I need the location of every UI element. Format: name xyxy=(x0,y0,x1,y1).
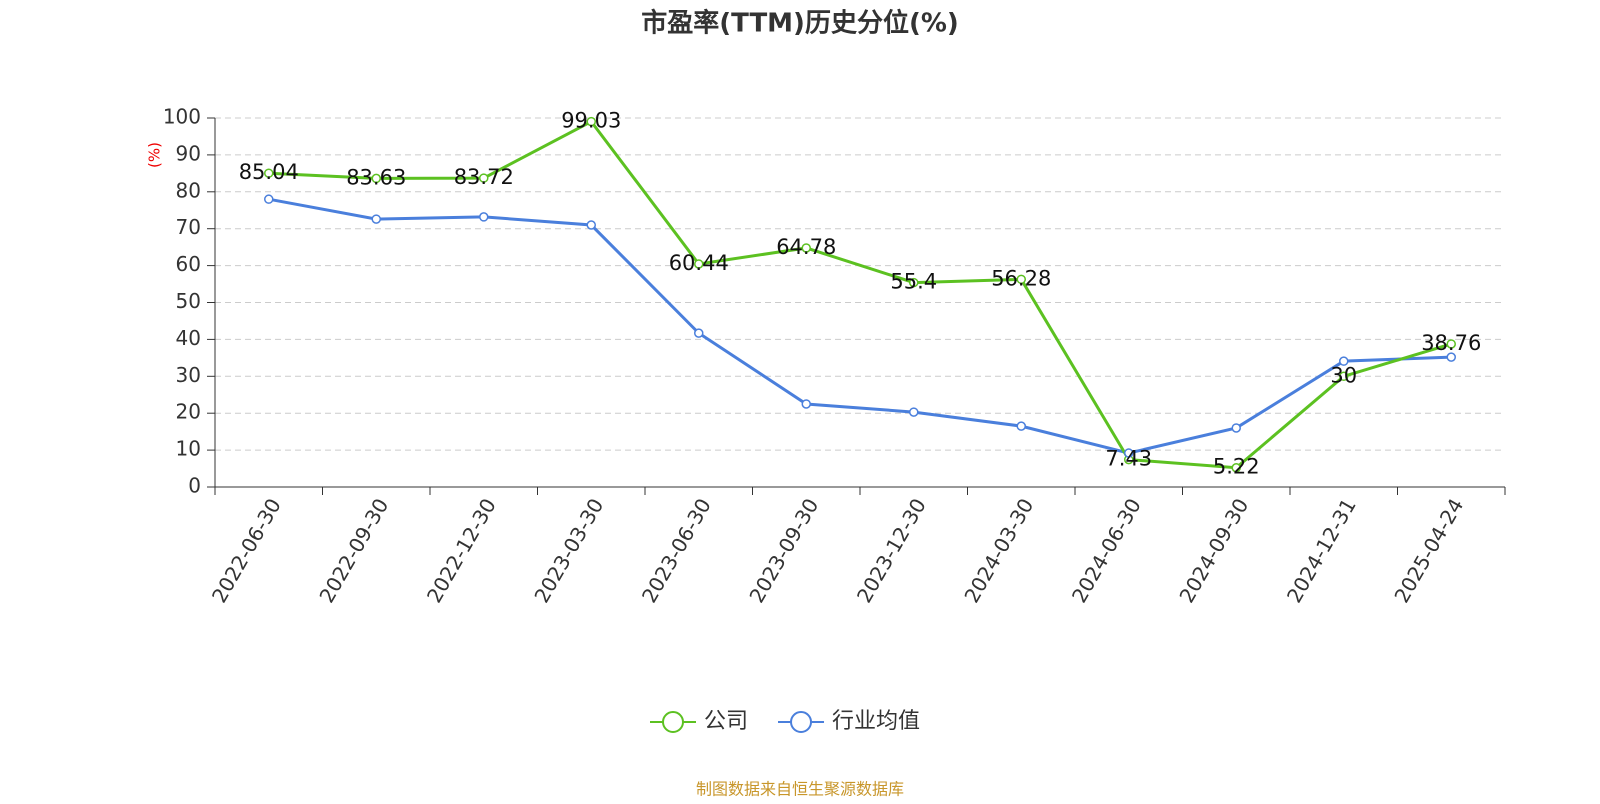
x-tick-label: 2024-06-30 xyxy=(1067,494,1146,607)
x-tick-label: 2023-09-30 xyxy=(744,494,823,607)
y-tick-label: 30 xyxy=(176,363,201,387)
data-label: 55.4 xyxy=(890,270,937,294)
y-tick-label: 20 xyxy=(176,400,201,424)
data-label: 60.44 xyxy=(669,251,729,275)
data-label: 64.78 xyxy=(776,235,836,259)
point xyxy=(371,173,381,184)
x-tick-label: 2025-04-24 xyxy=(1389,494,1468,607)
legend-label: 公司 xyxy=(704,709,748,734)
point xyxy=(264,194,274,204)
y-tick-label: 0 xyxy=(188,474,201,498)
legend-label: 行业均值 xyxy=(832,709,920,734)
x-tick-label: 2022-06-30 xyxy=(207,494,286,607)
point xyxy=(1016,421,1026,431)
point xyxy=(479,212,489,222)
point xyxy=(801,243,811,253)
series-line xyxy=(268,197,1452,455)
series-line xyxy=(268,119,1452,470)
x-tick-label: 2024-09-30 xyxy=(1174,494,1253,607)
point xyxy=(1339,356,1349,366)
data-label: 38.76 xyxy=(1421,331,1481,355)
y-tick-label: 70 xyxy=(176,215,201,239)
point xyxy=(909,407,919,417)
point xyxy=(1231,462,1241,473)
y-tick-label: 100 xyxy=(163,105,201,129)
x-tick-label: 2023-06-30 xyxy=(637,494,716,607)
point xyxy=(1124,448,1134,458)
x-tick-label: 2023-03-30 xyxy=(529,494,608,607)
footer: 制图数据来自恒生聚源数据库 xyxy=(696,780,904,799)
data-label: 85.04 xyxy=(239,160,299,184)
data-label: 5.22 xyxy=(1213,455,1260,479)
x-tick-label: 2022-09-30 xyxy=(314,494,393,607)
data-label: 99.03 xyxy=(561,109,621,133)
data-label: 30 xyxy=(1330,363,1357,387)
y-tick-label: 50 xyxy=(176,289,201,313)
data-label: 83.72 xyxy=(454,165,514,189)
point xyxy=(694,328,704,338)
y-axis-label: (%) xyxy=(146,142,164,168)
x-tick-label: 2023-12-30 xyxy=(852,494,931,607)
point xyxy=(264,168,274,178)
point xyxy=(1339,371,1349,382)
point xyxy=(479,173,489,183)
data-label: 7.43 xyxy=(1105,447,1152,471)
point xyxy=(1446,352,1456,362)
point xyxy=(1231,423,1241,433)
y-tick-label: 60 xyxy=(176,252,201,276)
point xyxy=(371,214,381,224)
x-tick-label: 2022-12-30 xyxy=(422,494,501,607)
chart-title: 市盈率(TTM)历史分位(%) xyxy=(641,8,959,39)
point xyxy=(909,277,919,288)
point xyxy=(694,259,704,269)
point xyxy=(1016,274,1026,285)
legend-marker xyxy=(662,711,684,733)
x-tick-label: 2024-03-30 xyxy=(959,494,1038,607)
x-tick-label: 2024-12-31 xyxy=(1282,494,1361,607)
y-tick-label: 90 xyxy=(176,141,201,165)
point xyxy=(801,399,811,409)
legend-marker xyxy=(790,711,813,733)
data-label: 56.28 xyxy=(991,266,1051,290)
point xyxy=(586,116,596,127)
y-tick-label: 40 xyxy=(176,326,201,350)
point xyxy=(586,220,596,230)
data-label: 83.63 xyxy=(346,165,406,189)
y-tick-label: 80 xyxy=(176,178,201,202)
point xyxy=(1446,339,1456,349)
y-tick-label: 10 xyxy=(176,437,201,461)
